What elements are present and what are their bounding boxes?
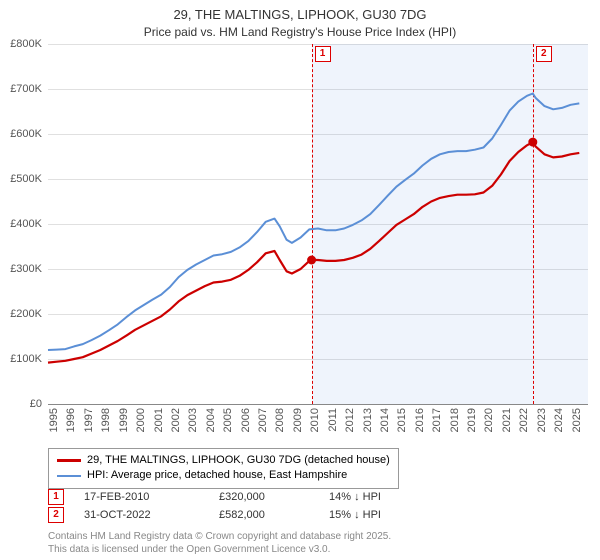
y-tick-label: £800K [10, 38, 42, 50]
event-table-row: 2 31-OCT-2022 £582,000 15% ↓ HPI [48, 506, 429, 524]
x-tick-label: 2015 [396, 408, 408, 432]
x-tick-label: 1999 [118, 408, 130, 432]
x-tick-label: 2021 [501, 408, 513, 432]
x-tick-label: 2025 [571, 408, 583, 432]
attribution-line1: Contains HM Land Registry data © Crown c… [48, 530, 391, 543]
title-address: 29, THE MALTINGS, LIPHOOK, GU30 7DG [0, 6, 600, 24]
x-tick-label: 2010 [309, 408, 321, 432]
x-tick-label: 2011 [327, 408, 339, 432]
event-point [529, 138, 537, 146]
title-subtitle: Price paid vs. HM Land Registry's House … [0, 24, 600, 40]
event-table-row: 1 17-FEB-2010 £320,000 14% ↓ HPI [48, 488, 429, 506]
series-line-hpi [48, 94, 579, 351]
y-tick-label: £700K [10, 83, 42, 95]
x-tick-label: 2017 [431, 408, 443, 432]
legend-swatch [57, 459, 81, 462]
series-line-price_paid [48, 142, 579, 363]
legend-item: HPI: Average price, detached house, East… [57, 468, 390, 483]
x-tick-label: 1995 [48, 408, 60, 432]
event-price: £582,000 [219, 509, 309, 521]
x-tick-label: 1997 [83, 408, 95, 432]
y-tick-label: £100K [10, 353, 42, 365]
event-date: 17-FEB-2010 [84, 491, 199, 503]
x-tick-label: 2013 [362, 408, 374, 432]
event-point [308, 256, 316, 264]
x-tick-label: 2001 [153, 408, 165, 432]
event-number-box: 1 [48, 489, 64, 505]
event-price: £320,000 [219, 491, 309, 503]
legend-label: HPI: Average price, detached house, East… [87, 468, 347, 483]
y-tick-label: £500K [10, 173, 42, 185]
x-tick-label: 2016 [414, 408, 426, 432]
x-tick-label: 1998 [100, 408, 112, 432]
legend-item: 29, THE MALTINGS, LIPHOOK, GU30 7DG (det… [57, 453, 390, 468]
y-tick-label: £400K [10, 218, 42, 230]
x-tick-label: 2009 [292, 408, 304, 432]
x-tick-label: 2023 [536, 408, 548, 432]
y-tick-label: £200K [10, 308, 42, 320]
attribution: Contains HM Land Registry data © Crown c… [48, 530, 391, 556]
plot-area: £0£100K£200K£300K£400K£500K£600K£700K£80… [48, 44, 588, 405]
chart-container: 29, THE MALTINGS, LIPHOOK, GU30 7DG Pric… [0, 0, 600, 560]
x-tick-label: 2002 [170, 408, 182, 432]
x-tick-label: 2006 [240, 408, 252, 432]
x-tick-label: 2024 [553, 408, 565, 432]
events-table: 1 17-FEB-2010 £320,000 14% ↓ HPI 2 31-OCT-202… [48, 488, 429, 524]
x-tick-label: 2007 [257, 408, 269, 432]
line-layer [48, 44, 588, 404]
event-number-box: 2 [48, 507, 64, 523]
attribution-line2: This data is licensed under the Open Gov… [48, 543, 391, 556]
event-delta: 15% ↓ HPI [329, 509, 429, 521]
x-tick-label: 2005 [222, 408, 234, 432]
x-tick-label: 2008 [274, 408, 286, 432]
legend: 29, THE MALTINGS, LIPHOOK, GU30 7DG (det… [48, 448, 399, 489]
x-tick-label: 2020 [483, 408, 495, 432]
legend-swatch [57, 475, 81, 478]
x-tick-label: 2012 [344, 408, 356, 432]
x-tick-label: 2022 [518, 408, 530, 432]
x-tick-label: 2019 [466, 408, 478, 432]
x-tick-label: 2014 [379, 408, 391, 432]
x-tick-label: 2000 [135, 408, 147, 432]
x-tick-label: 2004 [205, 408, 217, 432]
y-tick-label: £600K [10, 128, 42, 140]
y-tick-label: £0 [30, 398, 42, 410]
event-date: 31-OCT-2022 [84, 509, 199, 521]
x-tick-label: 2018 [449, 408, 461, 432]
legend-label: 29, THE MALTINGS, LIPHOOK, GU30 7DG (det… [87, 453, 390, 468]
event-delta: 14% ↓ HPI [329, 491, 429, 503]
x-tick-label: 1996 [65, 408, 77, 432]
chart-title: 29, THE MALTINGS, LIPHOOK, GU30 7DG Pric… [0, 0, 600, 40]
x-tick-label: 2003 [187, 408, 199, 432]
y-tick-label: £300K [10, 263, 42, 275]
